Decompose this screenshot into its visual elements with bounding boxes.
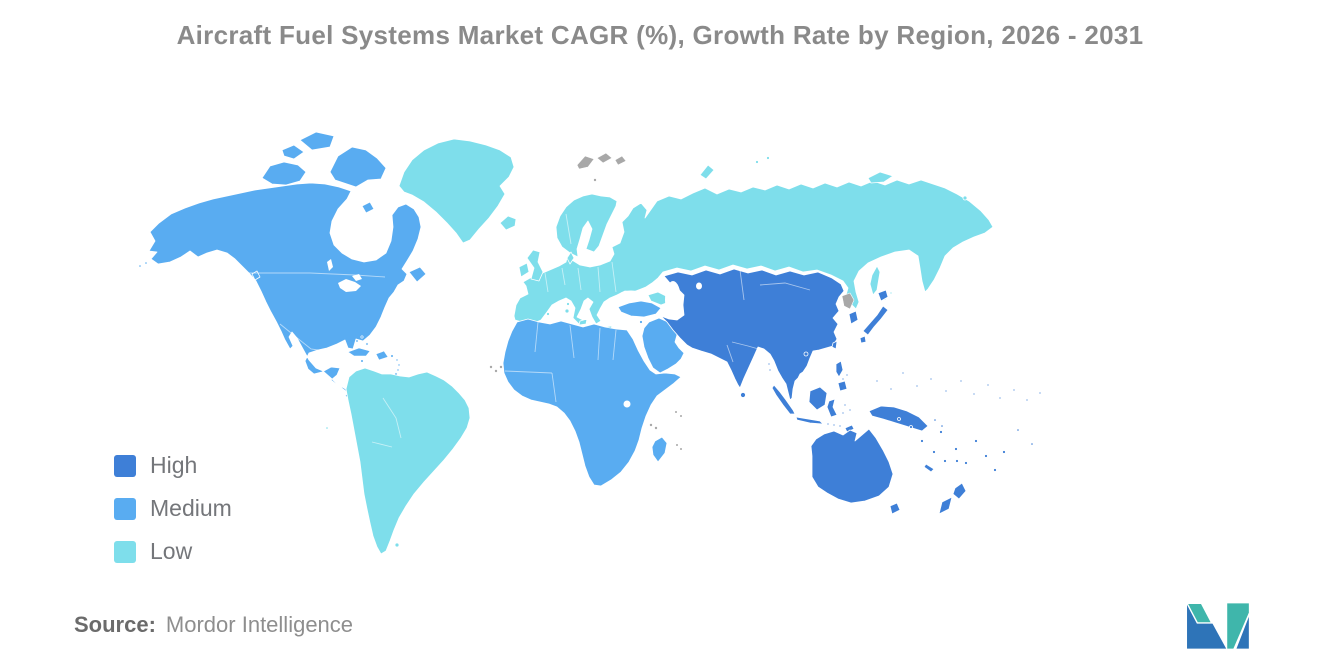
scandinavia bbox=[555, 193, 618, 258]
legend-item-high: High bbox=[114, 452, 232, 479]
region-europe-russia bbox=[499, 156, 994, 331]
japan-hokkaido bbox=[877, 289, 889, 302]
legend-swatch-medium bbox=[114, 497, 136, 520]
legend-label-high: High bbox=[150, 452, 198, 478]
newfoundland bbox=[408, 266, 427, 283]
legend-label-medium: Medium bbox=[150, 495, 232, 521]
legend-label-low: Low bbox=[150, 538, 193, 564]
great-britain bbox=[526, 249, 544, 282]
source-note: Source: Mordor Intelligence bbox=[74, 612, 353, 638]
wrangel-island bbox=[962, 195, 968, 201]
madagascar bbox=[651, 436, 668, 463]
new-zealand-south bbox=[938, 496, 953, 515]
region-greenland bbox=[398, 138, 515, 244]
hainan bbox=[803, 351, 809, 357]
north-america-mainland bbox=[148, 182, 422, 403]
lakes-overlay bbox=[327, 259, 702, 408]
country-borders bbox=[248, 213, 811, 448]
region-indian-ocean-islands bbox=[649, 411, 682, 450]
new-zealand-north bbox=[952, 482, 967, 500]
cyprus bbox=[639, 320, 643, 324]
region-north-america bbox=[138, 131, 427, 403]
ireland bbox=[518, 262, 530, 278]
falkland-islands bbox=[394, 542, 400, 548]
timor bbox=[844, 424, 855, 433]
arctic-island bbox=[329, 146, 387, 188]
region-svalbard bbox=[576, 152, 627, 182]
arctic-island bbox=[281, 144, 305, 160]
philippines-mindanao bbox=[837, 380, 848, 392]
region-south-america bbox=[325, 367, 471, 555]
sumatra bbox=[771, 384, 796, 415]
cuba bbox=[347, 347, 371, 357]
java bbox=[795, 416, 824, 425]
japan-honshu bbox=[862, 305, 889, 336]
tasmania bbox=[889, 502, 901, 515]
japan-kyushu bbox=[859, 335, 867, 344]
south-korea bbox=[848, 310, 859, 325]
sri-lanka bbox=[740, 392, 746, 398]
philippines-luzon bbox=[835, 360, 844, 378]
africa-mainland bbox=[502, 318, 682, 487]
corsica bbox=[566, 302, 570, 306]
turkey bbox=[617, 300, 662, 318]
new-caledonia bbox=[923, 463, 935, 473]
new-siberian-islands bbox=[867, 171, 894, 184]
iceland bbox=[499, 215, 517, 231]
arctic-island bbox=[361, 201, 375, 214]
greenland bbox=[398, 138, 515, 244]
arctic-island bbox=[261, 161, 307, 186]
source-value: Mordor Intelligence bbox=[165, 612, 354, 637]
novaya-zemlya bbox=[699, 164, 715, 180]
mordor-intelligence-logo bbox=[1186, 602, 1249, 649]
region-africa bbox=[502, 318, 682, 487]
sardinia bbox=[564, 308, 570, 314]
legend-swatch-high bbox=[114, 454, 136, 477]
region-oceania bbox=[810, 371, 1042, 515]
north-korea bbox=[841, 292, 855, 310]
legend-swatch-low bbox=[114, 540, 136, 563]
hispaniola bbox=[375, 350, 389, 361]
eurasia-north-mainland bbox=[513, 179, 994, 325]
sicily bbox=[578, 318, 588, 326]
region-north-korea bbox=[841, 292, 855, 310]
legend: High Medium Low bbox=[114, 452, 232, 565]
region-asia bbox=[660, 268, 889, 433]
south-america-mainland bbox=[345, 367, 471, 555]
australia bbox=[810, 428, 894, 504]
logo-teal-right bbox=[1227, 603, 1249, 649]
andaman bbox=[767, 362, 771, 366]
region-middle-east bbox=[617, 300, 685, 374]
taiwan bbox=[831, 340, 838, 350]
region-caribbean bbox=[347, 335, 401, 376]
region-cape-verde bbox=[489, 365, 503, 373]
chart-title: Aircraft Fuel Systems Market CAGR (%), G… bbox=[176, 20, 1144, 50]
balearic bbox=[546, 312, 550, 316]
galapagos bbox=[325, 426, 329, 430]
denmark bbox=[566, 251, 575, 265]
legend-item-medium: Medium bbox=[114, 495, 232, 522]
borneo bbox=[808, 386, 828, 411]
sulawesi bbox=[826, 398, 838, 418]
logo-blue-right bbox=[1236, 616, 1249, 649]
source-label: Source: bbox=[74, 612, 156, 637]
arctic-island bbox=[299, 131, 335, 151]
logo-teal-left bbox=[1186, 602, 1213, 624]
sakhalin bbox=[869, 265, 881, 296]
legend-item-low: Low bbox=[114, 538, 232, 565]
severnaya-zemlya bbox=[755, 160, 759, 164]
asia-mainland bbox=[660, 268, 845, 401]
